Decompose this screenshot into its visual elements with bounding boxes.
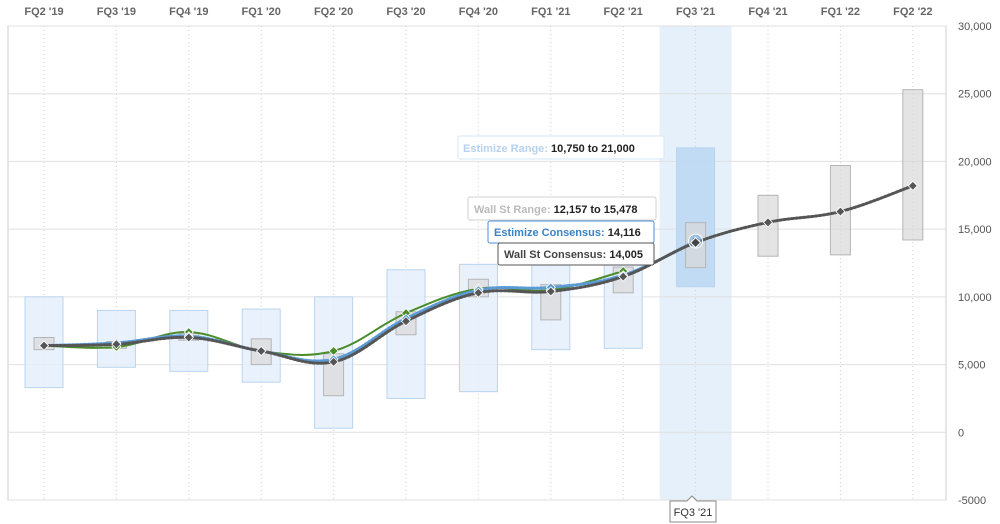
x-tick-label: FQ2 '22 [893, 6, 932, 18]
svg-text:Estimize Range: 10,750 to 21,0: Estimize Range: 10,750 to 21,000 [463, 143, 635, 155]
wallst-consensus-label: Wall St Consensus [504, 249, 603, 261]
tooltip-estimize-consensus: Estimize Consensus: 14,116 [487, 220, 655, 244]
wallst-range-label: Wall St Range [474, 204, 547, 216]
y-tick-label: 0 [958, 427, 964, 439]
wallst-consensus-marker [545, 286, 556, 297]
estimize-consensus-value: 14,116 [608, 227, 641, 239]
wallst-range-box [902, 89, 924, 241]
estimize-consensus-label: Estimize Consensus [494, 227, 601, 239]
y-tick-label: 30,000 [958, 21, 992, 33]
wallst-consensus-marker [907, 180, 918, 191]
x-tick-label: FQ4 '21 [748, 6, 787, 18]
estimize-range-box [386, 269, 426, 399]
x-tick-label: FQ3 '20 [386, 6, 425, 18]
svg-text:Wall St Range: 12,157 to 15,47: Wall St Range: 12,157 to 15,478 [474, 204, 637, 216]
wallst-consensus-marker [38, 340, 50, 351]
tooltip-estimize-range: Estimize Range: 10,750 to 21,000 [457, 135, 665, 160]
x-tick-label: FQ2 '21 [604, 6, 643, 18]
wallst-consensus-marker [618, 271, 629, 282]
wallst-consensus-marker [111, 339, 122, 350]
x-tick-label: FQ3 '21 [676, 6, 715, 18]
x-tick-label: FQ4 '19 [169, 6, 208, 18]
y-tick-label: 5,000 [958, 360, 986, 372]
wallst-consensus-marker [183, 332, 194, 343]
wallst-range-value: 12,157 to 15,478 [554, 204, 638, 216]
wallst-consensus-marker [835, 206, 846, 217]
wallst-consensus-marker [328, 356, 339, 367]
y-tick-label: -5000 [958, 495, 986, 507]
wallst-consensus-marker [256, 345, 267, 357]
x-crosshair-label: FQ3 '21 [669, 495, 717, 523]
plot-area [7, 25, 947, 501]
x-tick-label: FQ3 '19 [97, 6, 136, 18]
y-tick-label: 20,000 [958, 156, 992, 168]
wallst-consensus-marker [762, 217, 774, 228]
estimize-range-label: Estimize Range [463, 143, 544, 155]
x-tick-label: FQ2 '19 [24, 6, 63, 18]
hover-wallst-point [689, 236, 702, 249]
svg-text:Wall St Consensus: 14,005: Wall St Consensus: 14,005 [504, 249, 643, 261]
estimize-range-value: 10,750 to 21,000 [551, 143, 635, 155]
x-crosshair-text: FQ3 '21 [674, 507, 713, 519]
wallst-consensus-marker [473, 287, 484, 298]
x-tick-label: FQ1 '21 [531, 6, 570, 18]
series-line-estimize-consensus [42, 239, 698, 363]
y-tick-label: 25,000 [958, 89, 992, 101]
x-tick-label: FQ1 '20 [242, 6, 281, 18]
tooltip-wallst-consensus: Wall St Consensus: 14,005 [497, 242, 655, 266]
wallst-consensus-value: 14,005 [609, 249, 643, 261]
y-tick-label: 15,000 [958, 224, 992, 236]
y-tick-label: 10,000 [958, 292, 992, 304]
x-tick-label: FQ4 '20 [459, 6, 498, 18]
x-tick-label: FQ1 '22 [821, 6, 860, 18]
svg-text:Estimize Consensus: 14,116: Estimize Consensus: 14,116 [494, 227, 641, 239]
estimize-range-box [458, 263, 498, 393]
tooltip-wallst-range: Wall St Range: 12,157 to 15,478 [467, 196, 657, 221]
x-tick-label: FQ2 '20 [314, 6, 353, 18]
wallst-consensus-marker [400, 316, 412, 327]
